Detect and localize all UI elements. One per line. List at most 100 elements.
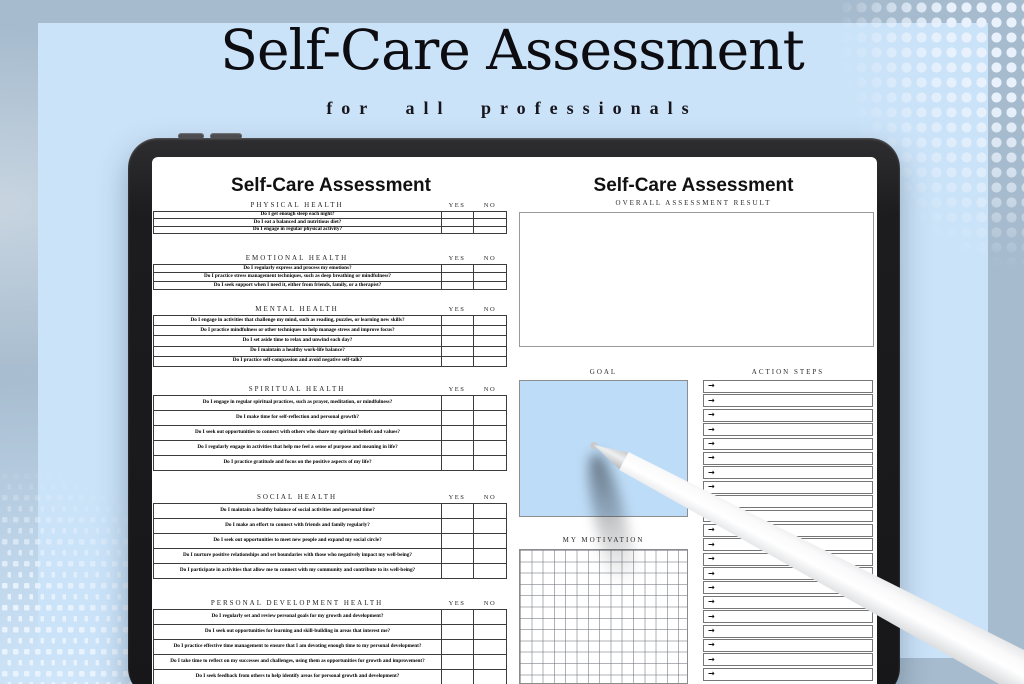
question-row: Do I eat a balanced and nutritious diet? [154,219,508,227]
arrow-icon: → [708,410,715,420]
action-steps-label: ACTION STEPS [751,368,825,376]
action-step-row[interactable]: → [703,451,873,465]
motivation-grid[interactable] [519,549,688,684]
yes-checkbox-cell[interactable] [442,670,474,684]
yes-checkbox-cell[interactable] [442,625,474,639]
yes-checkbox-cell[interactable] [442,426,474,440]
no-checkbox-cell[interactable] [474,456,508,470]
yes-checkbox-cell[interactable] [442,534,474,548]
yes-checkbox-cell[interactable] [442,281,474,290]
arrow-icon: → [708,525,715,535]
overall-result-box[interactable] [519,212,874,347]
no-checkbox-cell[interactable] [474,534,508,548]
question-text: Do I participate in activities that allo… [154,564,442,578]
yes-checkbox-cell[interactable] [442,504,474,518]
question-text: Do I get enough sleep each night? [154,211,442,219]
action-step-row[interactable]: → [703,653,873,667]
arrow-icon: → [708,669,715,679]
section-spiritual-health: SPIRITUAL HEALTH YES NO Do I engage in r… [153,383,507,471]
no-checkbox-cell[interactable] [474,411,508,425]
yes-checkbox-cell[interactable] [442,226,474,234]
section-emotional-health: EMOTIONAL HEALTH YES NO Do I regularly e… [153,252,508,291]
action-step-row[interactable]: → [703,394,873,408]
yes-checkbox-cell[interactable] [442,316,474,326]
no-checkbox-cell[interactable] [474,426,508,440]
no-checkbox-cell[interactable] [474,227,508,233]
yes-checkbox-cell[interactable] [442,441,474,455]
yes-checkbox-cell[interactable] [442,326,474,336]
tablet-device: Self-Care Assessment PHYSICAL HEALTH YES… [128,133,900,684]
right-page: Self-Care Assessment OVERALL ASSESSMENT … [510,157,877,684]
question-row: Do I engage in activities that challenge… [154,316,508,327]
action-step-row[interactable]: → [703,610,873,624]
no-checkbox-cell[interactable] [474,219,508,225]
no-checkbox-cell[interactable] [474,357,508,366]
yes-checkbox-cell[interactable] [442,610,474,624]
arrow-icon: → [708,626,715,636]
no-checkbox-cell[interactable] [474,441,508,455]
no-checkbox-cell[interactable] [474,212,508,218]
no-checkbox-cell[interactable] [474,640,508,654]
no-checkbox-cell[interactable] [474,519,508,533]
arrow-icon: → [708,424,715,434]
no-checkbox-cell[interactable] [474,610,508,624]
no-checkbox-cell[interactable] [474,336,508,345]
yes-checkbox-cell[interactable] [442,219,474,226]
no-checkbox-cell[interactable] [474,655,508,669]
no-checkbox-cell[interactable] [474,265,508,272]
action-step-row[interactable]: → [703,639,873,652]
overall-result-label: OVERALL ASSESSMENT RESULT [615,199,772,207]
yes-checkbox-cell[interactable] [442,265,474,273]
yes-checkbox-cell[interactable] [442,456,474,470]
action-step-row[interactable]: → [703,624,873,638]
left-page: Self-Care Assessment PHYSICAL HEALTH YES… [152,157,510,684]
arrow-icon: → [708,640,715,650]
yes-checkbox-cell[interactable] [442,519,474,533]
no-column-header: NO [483,305,497,313]
no-checkbox-cell[interactable] [474,564,508,578]
question-text: Do I set aside time to relax and unwind … [154,336,442,346]
no-checkbox-cell[interactable] [474,273,508,280]
question-text: Do I regularly engage in activities that… [154,441,442,455]
action-step-row[interactable]: → [703,408,873,422]
question-row: Do I get enough sleep each night? [154,211,508,220]
no-checkbox-cell[interactable] [474,282,508,289]
no-checkbox-cell[interactable] [474,504,508,518]
action-step-row[interactable]: → [703,480,873,494]
question-row: Do I regularly express and process my em… [154,265,508,274]
action-step-row[interactable]: → [703,380,873,393]
action-step-row[interactable]: → [703,423,873,437]
yes-checkbox-cell[interactable] [442,346,474,356]
yes-checkbox-cell[interactable] [442,655,474,669]
question-text: Do I seek support when I need it, either… [154,282,442,290]
arrow-icon: → [708,654,715,664]
action-step-row[interactable]: → [703,437,873,451]
yes-checkbox-cell[interactable] [442,549,474,563]
arrow-icon: → [708,482,715,492]
section-personal-development-health: PERSONAL DEVELOPMENT HEALTH YES NO Do I … [153,597,507,684]
no-checkbox-cell[interactable] [474,347,508,356]
yes-checkbox-cell[interactable] [442,640,474,654]
question-row: Do I take time to reflect on my successe… [154,655,506,670]
yes-checkbox-cell[interactable] [442,273,474,281]
yes-checkbox-cell[interactable] [442,212,474,219]
yes-checkbox-cell[interactable] [442,411,474,425]
question-row: Do I seek support when I need it, either… [154,281,508,290]
question-text: Do I practice self-compassion and avoid … [154,356,442,366]
yes-checkbox-cell[interactable] [442,564,474,578]
no-checkbox-cell[interactable] [474,625,508,639]
yes-checkbox-cell[interactable] [442,356,474,366]
yes-checkbox-cell[interactable] [442,336,474,346]
no-checkbox-cell[interactable] [474,396,508,410]
question-text: Do I make time for self-reflection and p… [154,411,442,425]
yes-column-header: YES [448,385,466,393]
action-step-row[interactable]: → [703,466,873,480]
yes-checkbox-cell[interactable] [442,396,474,410]
no-checkbox-cell[interactable] [474,326,508,335]
no-checkbox-cell[interactable] [474,549,508,563]
no-checkbox-cell[interactable] [474,316,508,325]
action-step-row[interactable]: → [703,667,873,681]
no-column-header: NO [483,201,497,209]
no-checkbox-cell[interactable] [474,670,508,684]
